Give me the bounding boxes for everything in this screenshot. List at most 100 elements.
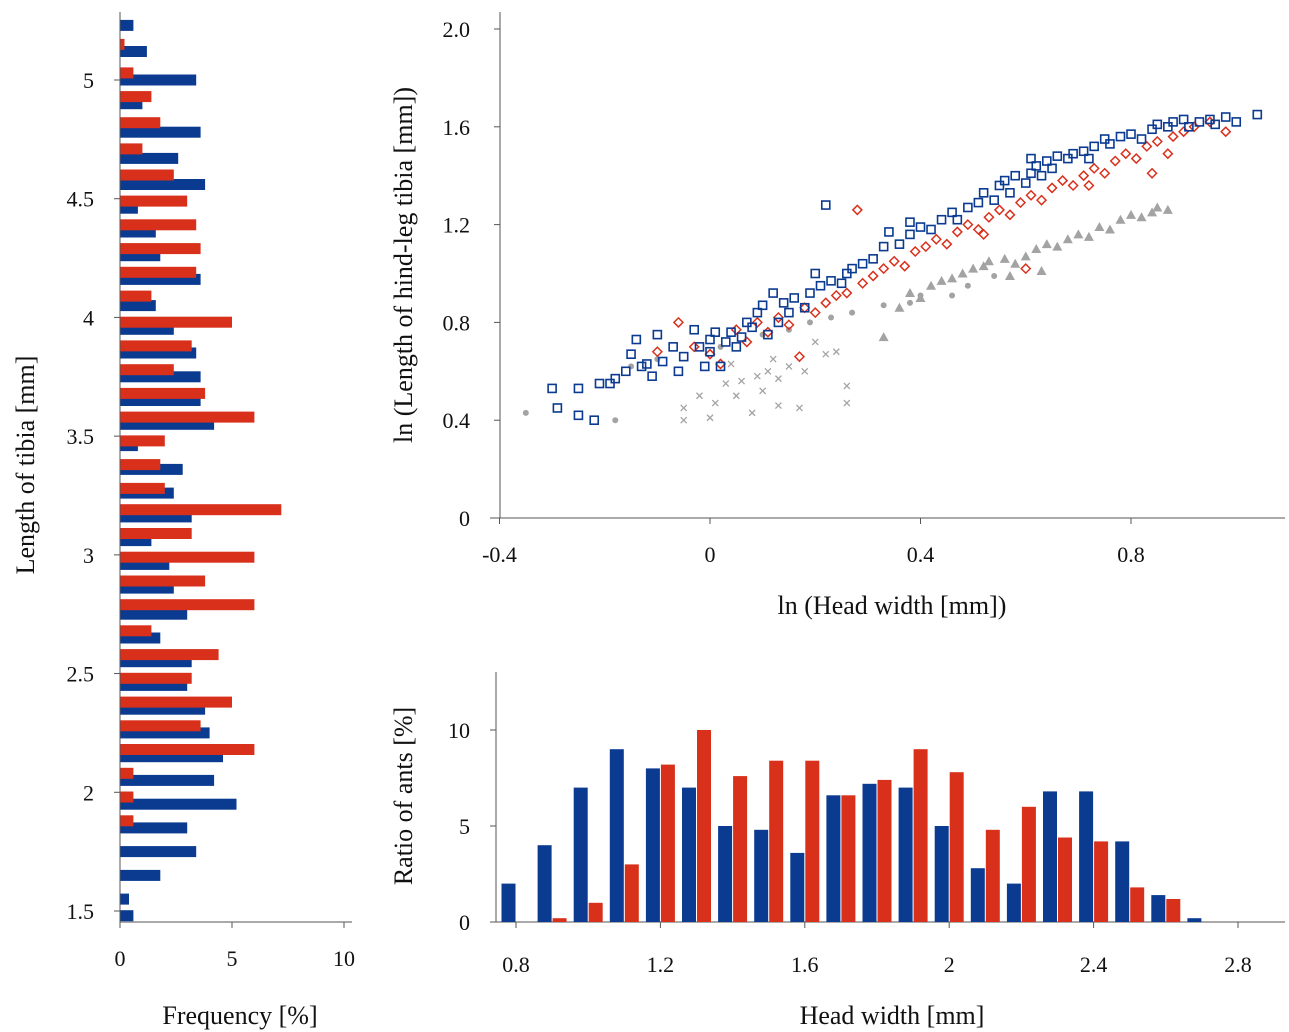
tibia-bar-red xyxy=(120,551,255,563)
scatter-point-square xyxy=(747,322,757,333)
scatter-point-square xyxy=(963,202,973,213)
x-tick-label: 2.8 xyxy=(1224,952,1252,977)
scatter-point-square xyxy=(715,361,726,372)
scatter-point-diamond xyxy=(1130,153,1142,165)
scatter-point-diamond xyxy=(688,341,700,353)
tibia-bar-red xyxy=(120,316,232,328)
tibia-bar-blue xyxy=(120,226,156,238)
head-width-bar-red xyxy=(985,829,1000,922)
scatter-point-square xyxy=(773,317,784,328)
scatter-point-square xyxy=(573,383,584,394)
scatter-point-triangle xyxy=(1147,207,1158,217)
scatter-point-square xyxy=(673,366,684,377)
scatter-point-square xyxy=(936,214,947,225)
scatter-point-diamond xyxy=(799,302,811,314)
tibia-bar-red xyxy=(120,744,255,755)
head-width-y-label: Ratio of ants [%] xyxy=(389,707,418,885)
head-width-bar-red xyxy=(805,760,820,922)
tibia-histogram-y-label: Length of tibia [mm] xyxy=(11,356,40,575)
scatter-point-square xyxy=(1231,117,1242,127)
scatter-point-triangle xyxy=(1052,241,1063,251)
head-width-bar-blue xyxy=(1006,883,1021,922)
scatter-point-diamond xyxy=(1220,126,1232,138)
head-width-bar-red xyxy=(841,795,856,922)
head-width-histogram-ticks: 0.8 1.2 1.6 2 2.4 2.8 0 5 10 xyxy=(448,718,1252,977)
tibia-bar-blue xyxy=(120,511,192,523)
head-width-bar-red xyxy=(1058,837,1072,922)
scatter-point-square xyxy=(668,342,678,352)
scatter-point-square xyxy=(620,366,631,377)
scatter-point-square xyxy=(610,373,621,384)
head-width-bar-blue xyxy=(682,787,696,922)
scatter-point-square xyxy=(605,378,615,389)
head-width-bar-blue xyxy=(501,883,516,922)
scatter-point-square xyxy=(1010,170,1021,181)
tibia-bar-red xyxy=(120,767,134,779)
y-tick-label: 5 xyxy=(83,68,94,93)
scatter-point-dot xyxy=(717,343,724,350)
scatter-point-diamond xyxy=(651,346,663,358)
scatter-point-diamond xyxy=(941,238,953,250)
scatter-point-diamond xyxy=(962,219,974,231)
scatter-point-diamond xyxy=(1109,155,1121,167)
scatter-point-square xyxy=(1005,188,1015,198)
scatter-point-diamond xyxy=(1020,263,1032,275)
tibia-bar-blue xyxy=(120,395,201,406)
scatter-point-dot xyxy=(849,309,856,316)
scatter-point-square xyxy=(989,195,999,205)
tibia-bar-blue xyxy=(120,418,215,430)
scatter-point-square xyxy=(1084,153,1094,164)
head-width-bar-blue xyxy=(826,795,841,922)
scatter-point-diamond xyxy=(1141,140,1153,152)
scatter-point-cross xyxy=(722,380,730,387)
tibia-bar-red xyxy=(120,528,192,539)
x-tick-label: 0.8 xyxy=(1117,542,1145,567)
scatter-point-square xyxy=(884,227,894,237)
y-tick-label: 4.5 xyxy=(67,187,95,212)
scatter-point-triangle xyxy=(926,280,937,290)
tibia-bar-blue xyxy=(120,46,147,57)
scatter-point-square xyxy=(1063,153,1073,164)
scatter-point-triangle xyxy=(1010,258,1021,268)
scatter-point-square xyxy=(999,175,1010,186)
tibia-bar-blue xyxy=(120,323,174,335)
scatter-point-diamond xyxy=(1167,131,1179,143)
scatter-point-square xyxy=(1126,129,1136,139)
tibia-bar-red xyxy=(120,143,143,155)
head-width-bar-blue xyxy=(934,826,949,922)
tibia-bar-blue xyxy=(120,910,134,922)
scatter-point-square xyxy=(915,222,926,232)
scatter-point-diamond xyxy=(1204,116,1216,128)
scatter-point-square xyxy=(642,359,652,369)
scatter-point-square xyxy=(705,334,715,345)
scatter-point-diamond xyxy=(820,297,832,309)
scatter-point-square xyxy=(552,403,563,413)
tibia-bar-red xyxy=(120,364,174,376)
scatter-point-square xyxy=(1220,112,1231,122)
scatter-point-diamond xyxy=(899,260,911,272)
scatter-point-square xyxy=(699,361,710,372)
scatter-point-cross xyxy=(764,367,772,375)
tibia-bar-blue xyxy=(120,846,197,858)
scatter-point-square xyxy=(905,229,915,240)
scatter-point-triangle xyxy=(978,261,989,271)
scatter-point-cross xyxy=(785,362,793,370)
tibia-frequency-histogram: 0 5 10 1.5 2 2.5 3 3.5 4 4.5 5 Frequency [%] Lengt… xyxy=(11,12,355,1030)
tibia-bar-blue xyxy=(120,893,129,905)
scatter-point-diamond xyxy=(878,263,890,275)
head-width-bar-red xyxy=(913,749,928,922)
scatter-point-diamond xyxy=(930,233,942,245)
tibia-bar-red xyxy=(120,411,255,423)
head-width-bar-red xyxy=(1094,841,1109,922)
scatter-point-cross xyxy=(711,399,719,407)
tibia-bar-red xyxy=(120,672,192,684)
scatter-point-triangle xyxy=(1073,229,1084,239)
scatter-point-cross xyxy=(680,404,688,412)
scatter-point-square xyxy=(1136,134,1147,144)
scatter-point-diamond xyxy=(972,223,984,236)
scatter-point-square xyxy=(720,337,731,347)
tibia-bar-blue xyxy=(120,535,152,547)
scatter-point-dot xyxy=(828,314,835,321)
scatter-point-diamond xyxy=(1162,148,1174,160)
tibia-bar-red xyxy=(120,649,219,661)
